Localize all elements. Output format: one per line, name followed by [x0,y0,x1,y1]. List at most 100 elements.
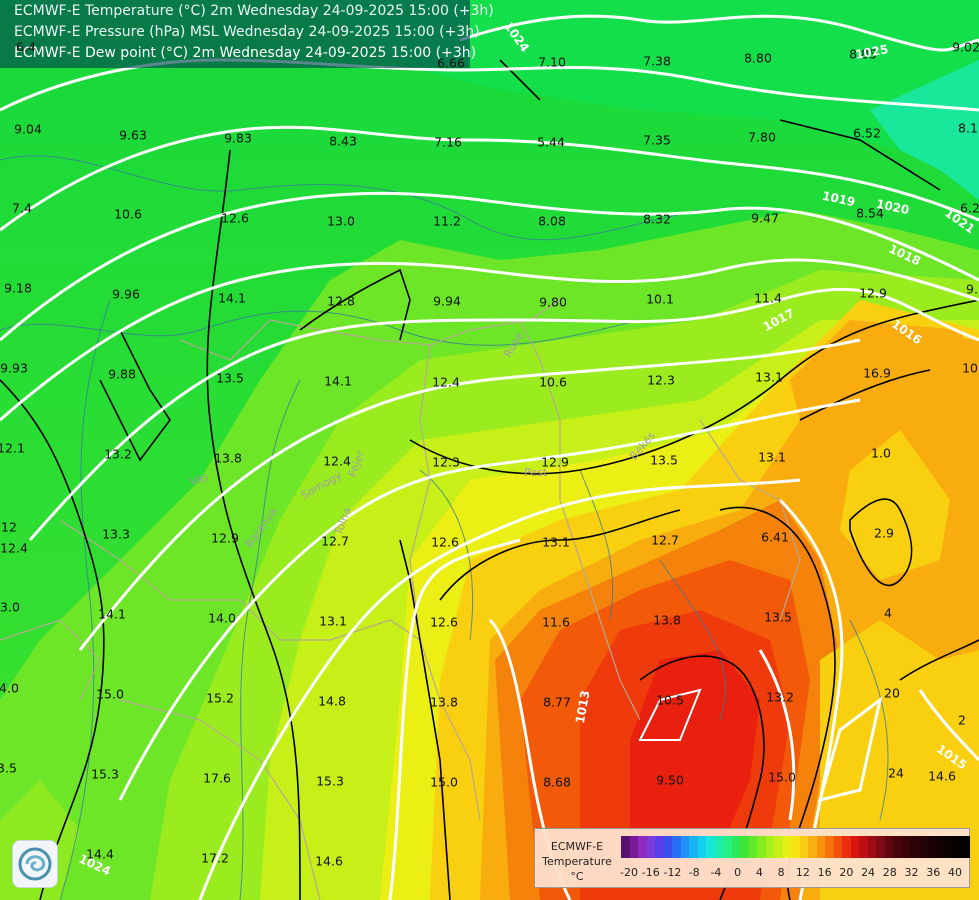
value-label: 8.77 [543,694,571,710]
band-cool-east [840,430,950,580]
value-label: 14.8 [318,693,346,709]
legend-tick-label: 0 [734,866,742,879]
value-label: 10.1 [646,291,674,307]
legend-swatch [850,836,859,858]
value-label: 13.8 [430,694,458,710]
value-label: 13.2 [766,689,794,705]
band-cyan-top [870,60,979,200]
legend-tick-label: -4 [710,866,722,879]
value-label: 10.6 [114,206,142,222]
legend-swatch [961,836,970,858]
legend-swatch [842,836,851,858]
value-label: 6.4 [16,39,36,55]
value-label: 16.9 [863,365,891,381]
value-label: 7.16 [434,134,462,150]
value-label: 8.54 [856,205,884,221]
value-label: 8.68 [543,774,571,790]
logo-icon[interactable] [12,840,58,888]
value-label: 12.6 [430,614,458,630]
value-label: 15.3 [91,766,119,782]
value-label: 2 [958,712,966,728]
value-label: 10.2 [962,360,979,376]
value-label: 13.5 [0,760,17,776]
value-label: 12.4 [0,540,28,556]
legend-swatch [672,836,681,858]
value-label: 6.41 [761,529,789,545]
value-label: 5.44 [537,134,565,150]
value-label: 13.0 [0,599,20,615]
value-label: 12 [1,519,17,535]
value-label: 8.32 [643,211,671,227]
value-label: 9.94 [433,293,461,309]
legend-tick-label: 40 [948,866,962,879]
legend-tick-label: -12 [663,866,682,879]
value-label: 13.8 [214,450,242,466]
temperature-legend: ECMWF-E Temperature °C -20 -16 -12 -8 -4 0 4 8 1… [534,828,970,888]
value-label: 12.4 [432,374,460,390]
value-label: 13.5 [216,370,244,386]
value-label: 15.3 [316,773,344,789]
legend-swatch [816,836,825,858]
legend-swatch [731,836,740,858]
value-label: 15.0 [430,774,458,790]
legend-swatch [859,836,868,858]
value-label: 12.8 [327,293,355,309]
value-label: 12.1 [0,440,25,456]
value-label: 14.0 [208,610,236,626]
value-label: 9.18 [4,280,32,296]
legend-swatch [621,836,630,858]
value-label: 15.2 [206,690,234,706]
header-pressure: ECMWF-E Pressure (hPa) MSL Wednesday 24-… [14,24,480,40]
legend-swatch [893,836,902,858]
value-label: 1.0 [871,445,891,461]
legend-swatch [952,836,961,858]
legend-swatch [808,836,817,858]
legend-swatch [680,836,689,858]
value-label: 9.50 [656,772,684,788]
legend-swatch [629,836,638,858]
legend-swatch [927,836,936,858]
value-label: 8.85 [849,46,877,62]
value-label: 20 [884,685,900,701]
value-label: 7.35 [643,132,671,148]
value-label: 13.1 [758,449,786,465]
legend-swatch [765,836,774,858]
value-label: 8.08 [538,213,566,229]
value-label: 9.96 [112,286,140,302]
legend-swatch [663,836,672,858]
value-label: 14.1 [218,290,246,306]
legend-swatch [723,836,732,858]
map-header: ECMWF-E Temperature (°C) 2m Wednesday 24… [0,0,494,68]
value-label: 8.1 [958,120,978,136]
legend-swatch [706,836,715,858]
legend-colorbar [621,836,970,858]
value-label: 12.9 [541,454,569,470]
legend-swatch [689,836,698,858]
legend-tick-label: 24 [861,866,876,879]
value-label: 9.04 [14,121,42,137]
legend-tick-label: 12 [795,866,810,879]
isobars [0,14,979,900]
value-label: 9.63 [119,127,147,143]
value-label: 13.3 [102,526,130,542]
legend-title: ECMWF-E Temperature °C [537,839,617,884]
legend-swatch [833,836,842,858]
value-label: 9.93 [0,360,28,376]
value-label: 24 [888,765,904,781]
value-label: 7.80 [748,129,776,145]
value-label: 12.4 [323,453,351,469]
value-label: 10.6 [539,374,567,390]
value-label: 17.2 [201,850,229,866]
value-label: 15.0 [768,769,796,785]
legend-tick-label: 8 [777,866,785,879]
legend-swatch [935,836,944,858]
value-label: 15.0 [96,686,124,702]
legend-swatch [697,836,706,858]
legend-swatch [774,836,783,858]
value-label: 14.1 [98,606,126,622]
value-label: 9.83 [224,130,252,146]
value-label: 12.6 [431,534,459,550]
band-east-orange [790,320,979,470]
